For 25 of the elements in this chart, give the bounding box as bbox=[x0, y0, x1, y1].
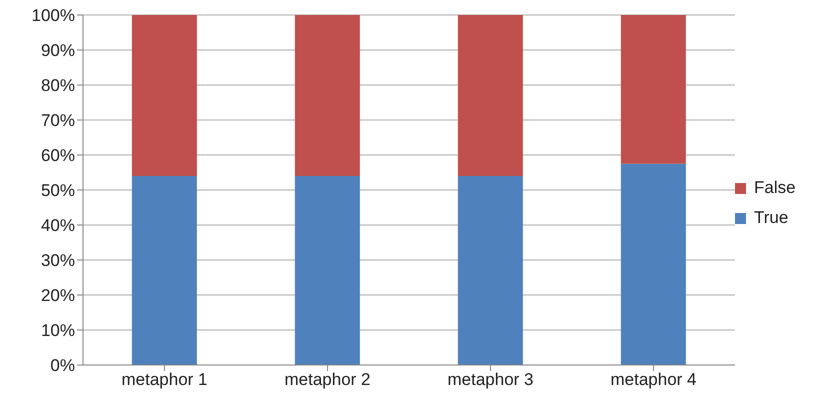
y-tick-label: 50% bbox=[40, 181, 75, 200]
bar bbox=[620, 15, 686, 164]
y-tick-label: 70% bbox=[40, 111, 75, 130]
y-tick-label: 30% bbox=[40, 251, 75, 270]
bar bbox=[132, 15, 197, 176]
bar bbox=[132, 176, 197, 365]
y-tick-label: 20% bbox=[40, 286, 75, 306]
legend-label: False bbox=[754, 178, 796, 198]
y-tick-label: 10% bbox=[40, 321, 75, 340]
y-tick-label: 60% bbox=[40, 146, 75, 166]
x-tick-label: metaphor 2 bbox=[284, 370, 370, 390]
y-tick-label: 100% bbox=[32, 6, 75, 26]
y-tick-label: 80% bbox=[40, 76, 75, 96]
x-tick-label: metaphor 1 bbox=[122, 370, 208, 390]
bar bbox=[458, 15, 523, 176]
bar bbox=[620, 164, 686, 365]
x-tick-label: metaphor 3 bbox=[448, 370, 534, 390]
bar bbox=[458, 176, 523, 365]
y-tick-label: 40% bbox=[40, 216, 75, 236]
legend-label: True bbox=[754, 208, 788, 228]
y-tick-label: 90% bbox=[40, 41, 75, 60]
bar bbox=[294, 15, 360, 176]
x-tick-label: metaphor 4 bbox=[610, 370, 696, 390]
bar bbox=[294, 176, 360, 365]
y-tick-label: 0% bbox=[50, 356, 75, 376]
